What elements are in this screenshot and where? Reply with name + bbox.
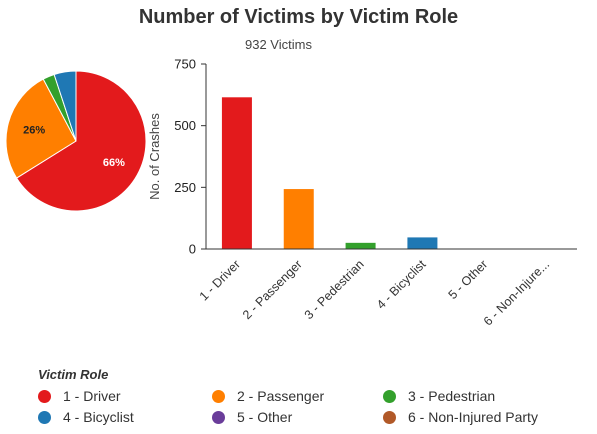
legend-swatch xyxy=(212,389,225,403)
legend-label: 2 - Passenger xyxy=(237,388,325,404)
bar-3 xyxy=(345,242,376,249)
chart-canvas: 66% 26% 0 250 500 750 No. of Crashes 1 - Driver… xyxy=(5,57,577,329)
x-tick-label: 1 - Driver xyxy=(197,257,243,303)
legend-swatch xyxy=(38,389,51,403)
y-tick-label: 750 xyxy=(174,57,196,72)
legend-swatch xyxy=(38,410,51,424)
bar-2 xyxy=(283,189,314,249)
pie-slice-1 xyxy=(15,70,147,212)
x-tick-label: 3 - Pedestrian xyxy=(302,257,367,322)
legend-swatch xyxy=(383,410,396,424)
pie-label-2: 26% xyxy=(23,125,45,137)
bar-4 xyxy=(407,237,438,249)
bar-1 xyxy=(221,97,252,249)
legend-label: 4 - Bicyclist xyxy=(63,409,134,425)
legend-item: 5 - Other xyxy=(212,409,292,425)
pie-label-1: 66% xyxy=(103,157,125,169)
x-tick-label: 4 - Bicyclist xyxy=(374,257,429,312)
pie-slice-2 xyxy=(5,78,77,179)
y-tick-label: 500 xyxy=(174,118,196,133)
legend-label: 5 - Other xyxy=(237,409,293,425)
pie-slice-4 xyxy=(53,70,77,142)
chart-subtitle: 932 Victims xyxy=(245,37,312,52)
legend-label: 6 - Non-Injured Party xyxy=(408,409,538,425)
legend-label: 1 - Driver xyxy=(63,388,121,404)
chart-title: Number of Victims by Victim Role xyxy=(138,6,459,28)
legend-title: Victim Role xyxy=(38,367,109,382)
legend-swatch xyxy=(212,410,225,424)
x-tick-label: 5 - Other xyxy=(446,257,491,302)
x-tick-label: 2 - Passenger xyxy=(240,257,305,322)
y-tick-label: 250 xyxy=(174,180,196,195)
legend-label: 3 - Pedestrian xyxy=(408,388,496,404)
x-tick-label: 6 - Non-Injure... xyxy=(481,257,552,328)
legend-item: 6 - Non-Injured Party xyxy=(383,409,538,425)
legend-item: 1 - Driver xyxy=(38,388,121,404)
y-tick-label: 0 xyxy=(189,242,196,257)
y-axis-label: No. of Crashes xyxy=(147,113,162,200)
legend-item: 3 - Pedestrian xyxy=(383,388,495,404)
legend-item: 4 - Bicyclist xyxy=(38,409,134,425)
legend-item: 2 - Passenger xyxy=(212,388,324,404)
legend-swatch xyxy=(383,389,396,403)
